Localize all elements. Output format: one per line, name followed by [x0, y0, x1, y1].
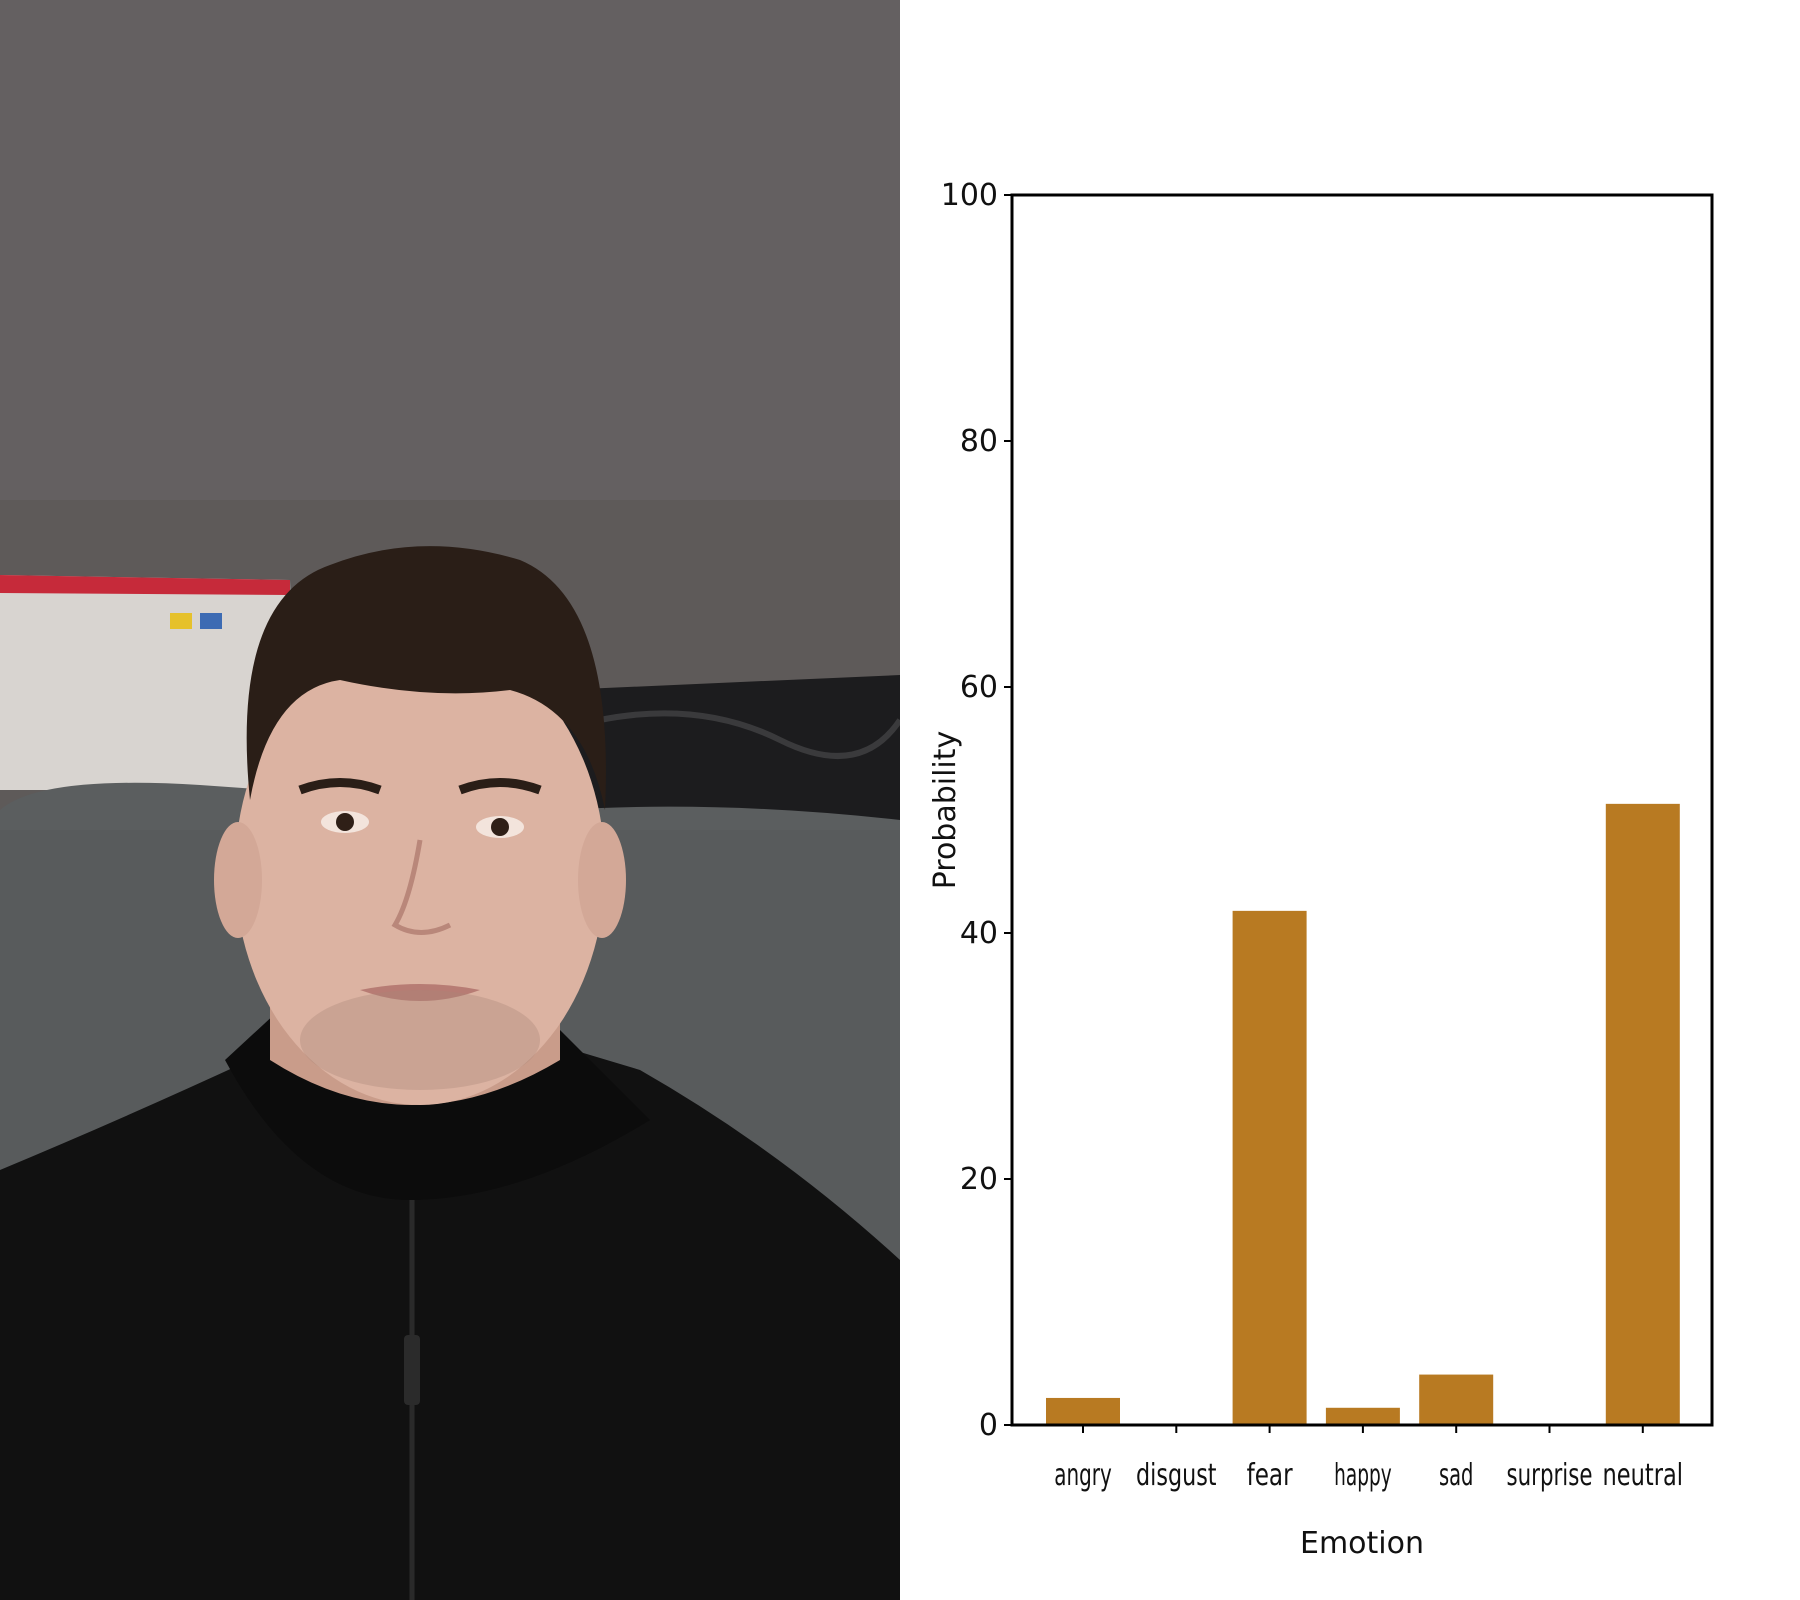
bar-happy — [1325, 1407, 1400, 1425]
box — [0, 575, 296, 790]
x-tick-label-fear: fear — [1247, 1458, 1294, 1493]
x-axis-title: Emotion — [1300, 1526, 1424, 1561]
x-tick-label-disgust: disgust — [1136, 1458, 1217, 1493]
y-tick-label: 100 — [941, 178, 998, 213]
y-tick-label: 0 — [979, 1408, 998, 1443]
y-tick-label: 80 — [960, 424, 998, 459]
x-tick-label-surprise: surprise — [1507, 1458, 1593, 1493]
bar-sad — [1419, 1374, 1494, 1425]
face — [235, 635, 605, 1105]
y-tick-label: 60 — [960, 670, 998, 705]
y-tick-label: 40 — [960, 916, 998, 951]
x-tick-label-angry: angry — [1054, 1458, 1112, 1493]
face-photo — [0, 0, 900, 1600]
hair — [246, 546, 606, 810]
sweater — [0, 1040, 900, 1600]
y-axis-title: Probability — [928, 731, 963, 890]
x-tick-label-neutral: neutral — [1603, 1458, 1684, 1493]
y-tick-label: 20 — [960, 1162, 998, 1197]
bar-fear — [1232, 910, 1307, 1425]
x-tick-label-sad: sad — [1439, 1458, 1474, 1493]
emotion-bar-chart: 0 20 40 60 80 100 angry disgust fear happy sad sur… — [900, 0, 1800, 1600]
bar-angry — [1046, 1397, 1120, 1425]
x-tick-label-happy: happy — [1334, 1458, 1392, 1493]
bar-neutral — [1605, 803, 1680, 1425]
